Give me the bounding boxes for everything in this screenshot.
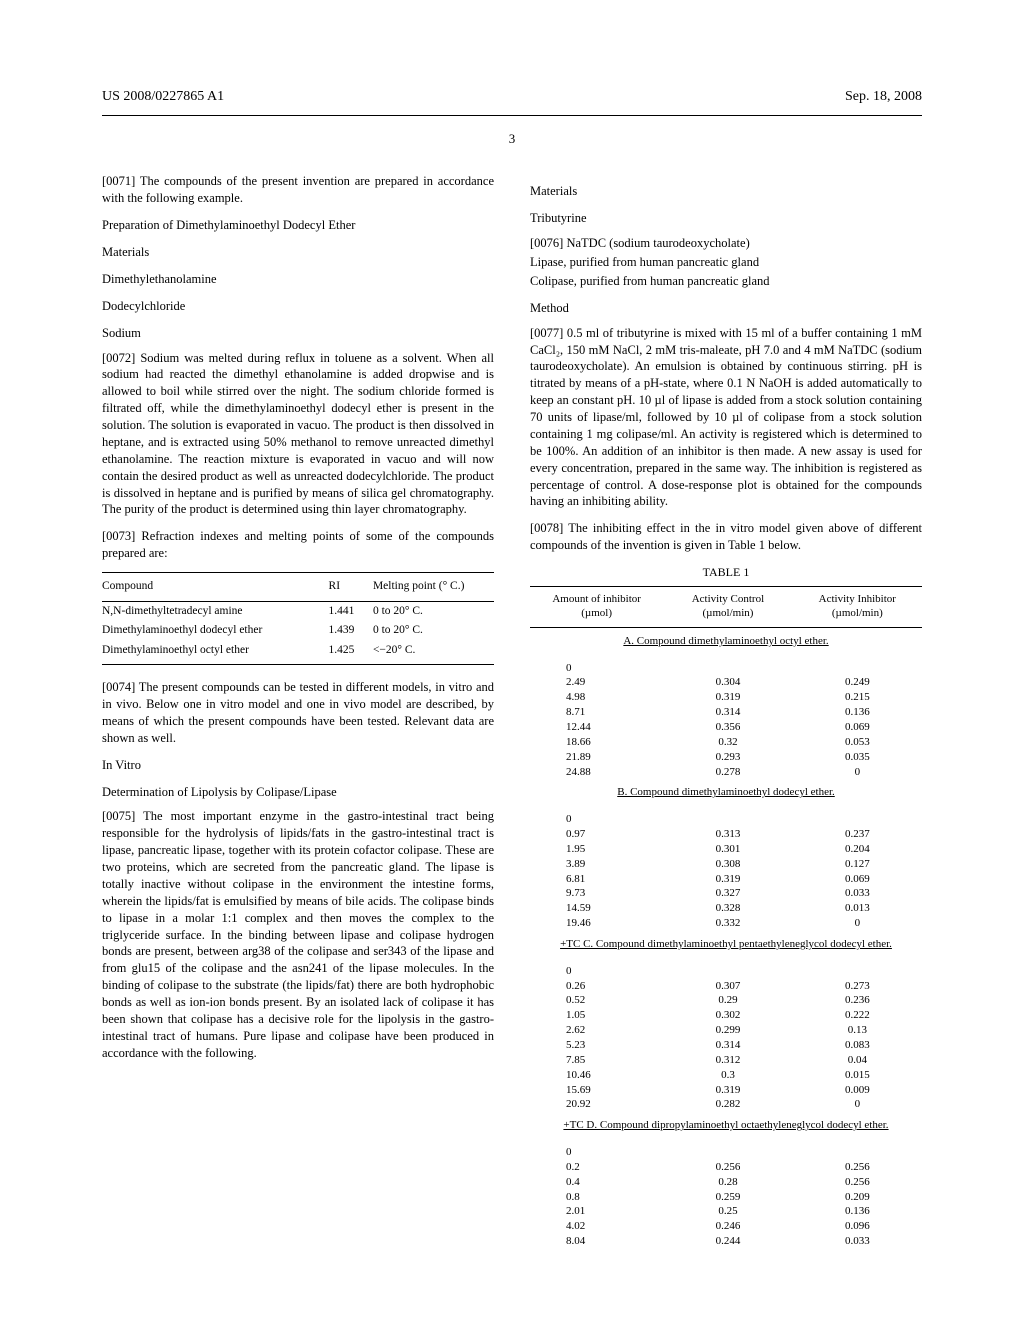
method-label: Method — [530, 300, 922, 317]
table-row: Dimethylaminoethyl octyl ether1.425<−20°… — [102, 641, 494, 665]
table-row: 7.850.3120.04 — [530, 1053, 922, 1068]
materials-label-right: Materials — [530, 183, 922, 200]
table-row: 0.970.3130.237 — [530, 827, 922, 842]
table-subheader: +TC D. Compound dipropylaminoethyl octae… — [530, 1112, 922, 1139]
table-1: Amount of inhibitor(µmol) Activity Contr… — [530, 586, 922, 1249]
para-0072: [0072] Sodium was melted during reflux i… — [102, 350, 494, 519]
table-row: 5.230.3140.083 — [530, 1038, 922, 1053]
table-row: 4.020.2460.096 — [530, 1219, 922, 1234]
para-0074: [0074] The present compounds can be test… — [102, 679, 494, 747]
table-1-block: TABLE 1 Amount of inhibitor(µmol) Activi… — [530, 564, 922, 1249]
table-row: 18.660.320.053 — [530, 735, 922, 750]
header-date: Sep. 18, 2008 — [845, 88, 922, 107]
table-row: 2.490.3040.249 — [530, 675, 922, 690]
table-row: 0.260.3070.273 — [530, 979, 922, 994]
t1-h1: Activity Control(µmol/min) — [663, 587, 792, 628]
tributyrine: Tributyrine — [530, 210, 922, 227]
table-row: Dimethylaminoethyl dodecyl ether1.4390 t… — [102, 621, 494, 641]
table-row: 15.690.3190.009 — [530, 1083, 922, 1098]
table-row: 1.050.3020.222 — [530, 1008, 922, 1023]
compounds-table-block: Compound RI Melting point (° C.) N,N-dim… — [102, 572, 494, 665]
para-0071: [0071] The compounds of the present inve… — [102, 173, 494, 207]
para-0078: [0078] The inhibiting effect in the in v… — [530, 520, 922, 554]
table-subheader: B. Compound dimethylaminoethyl dodecyl e… — [530, 779, 922, 806]
prep-title: Preparation of Dimethylaminoethyl Dodecy… — [102, 217, 494, 234]
page-header: US 2008/0227865 A1 Sep. 18, 2008 — [102, 88, 922, 107]
table-row: 21.890.2930.035 — [530, 750, 922, 765]
para-0077: [0077] 0.5 ml of tributyrine is mixed wi… — [530, 325, 922, 511]
table-row: 10.460.30.015 — [530, 1068, 922, 1083]
table-row: 1.950.3010.204 — [530, 842, 922, 857]
compounds-h-0: Compound — [102, 573, 309, 602]
table-row: 0 — [530, 964, 922, 979]
table-subheader: A. Compound dimethylaminoethyl octyl eth… — [530, 627, 922, 654]
table-row: 0 — [530, 661, 922, 676]
table-row: 2.620.2990.13 — [530, 1023, 922, 1038]
table-subheader: +TC C. Compound dimethylaminoethyl penta… — [530, 931, 922, 958]
table-row: N,N-dimethyltetradecyl amine1.4410 to 20… — [102, 601, 494, 621]
header-rule — [102, 115, 922, 116]
compounds-h-2: Melting point (° C.) — [373, 573, 494, 602]
page-number: 3 — [102, 130, 922, 148]
table-row: 0.520.290.236 — [530, 993, 922, 1008]
table-row: 0.20.2560.256 — [530, 1160, 922, 1175]
para-0076a: [0076] NaTDC (sodium taurodeoxycholate) — [530, 235, 922, 252]
table-row: 8.710.3140.136 — [530, 705, 922, 720]
t1-h2: Activity Inhibitor(µmol/min) — [793, 587, 922, 628]
table-row: 0.80.2590.209 — [530, 1190, 922, 1205]
para-0073: [0073] Refraction indexes and melting po… — [102, 528, 494, 562]
para-0076c: Colipase, purified from human pancreatic… — [530, 273, 922, 290]
compounds-table: Compound RI Melting point (° C.) N,N-dim… — [102, 572, 494, 665]
table-row: 9.730.3270.033 — [530, 886, 922, 901]
lipolysis-label: Determination of Lipolysis by Colipase/L… — [102, 784, 494, 801]
table-row: 12.440.3560.069 — [530, 720, 922, 735]
table-row: 14.590.3280.013 — [530, 901, 922, 916]
body-columns: [0071] The compounds of the present inve… — [102, 173, 922, 1249]
table-row: 4.980.3190.215 — [530, 690, 922, 705]
t1-h0: Amount of inhibitor(µmol) — [530, 587, 663, 628]
material-2: Dodecylchloride — [102, 298, 494, 315]
material-3: Sodium — [102, 325, 494, 342]
compounds-h-1: RI — [309, 573, 373, 602]
table-row: 0.40.280.256 — [530, 1175, 922, 1190]
table-row: 24.880.2780 — [530, 765, 922, 780]
table-row: 0 — [530, 812, 922, 827]
header-pubnum: US 2008/0227865 A1 — [102, 88, 224, 107]
para-0075: [0075] The most important enzyme in the … — [102, 808, 494, 1061]
table-1-title: TABLE 1 — [530, 564, 922, 580]
table-row: 3.890.3080.127 — [530, 857, 922, 872]
para-0076b: Lipase, purified from human pancreatic g… — [530, 254, 922, 271]
table-row: 6.810.3190.069 — [530, 872, 922, 887]
table-row: 8.040.2440.033 — [530, 1234, 922, 1249]
material-1: Dimethylethanolamine — [102, 271, 494, 288]
table-row: 2.010.250.136 — [530, 1204, 922, 1219]
materials-label-left: Materials — [102, 244, 494, 261]
table-row: 20.920.2820 — [530, 1097, 922, 1112]
table-row: 19.460.3320 — [530, 916, 922, 931]
invitro-label: In Vitro — [102, 757, 494, 774]
table-row: 0 — [530, 1145, 922, 1160]
